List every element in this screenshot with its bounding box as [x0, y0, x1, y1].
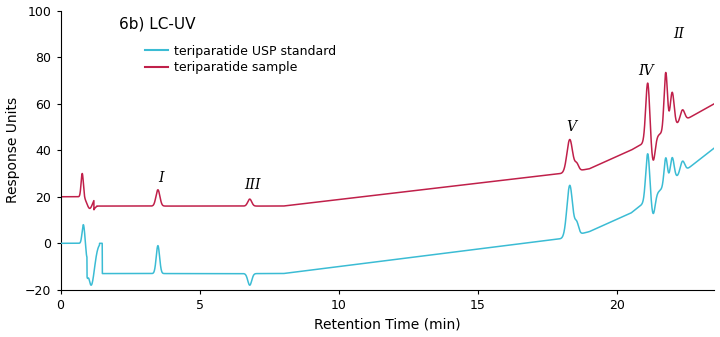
Text: III: III — [244, 178, 261, 192]
Text: V: V — [566, 120, 576, 134]
Legend: teriparatide USP standard, teriparatide sample: teriparatide USP standard, teriparatide … — [145, 45, 336, 74]
X-axis label: Retention Time (min): Retention Time (min) — [314, 317, 461, 332]
Y-axis label: Response Units: Response Units — [6, 97, 19, 203]
Text: IV: IV — [639, 64, 654, 78]
Text: II: II — [672, 27, 684, 41]
Text: I: I — [158, 171, 163, 185]
Text: 6b) LC-UV: 6b) LC-UV — [120, 16, 196, 31]
